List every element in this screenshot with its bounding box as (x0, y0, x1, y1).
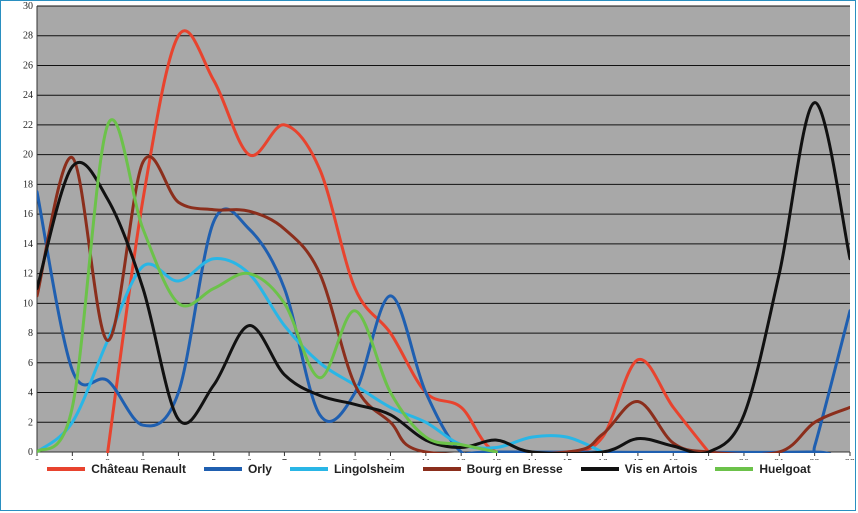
legend-label: Lingolsheim (333, 462, 405, 476)
legend-label: Bourg en Bresse (466, 462, 563, 476)
plot-area (37, 6, 850, 452)
x-tick-label: 19 (704, 458, 714, 460)
x-tick-label: 7 (282, 458, 287, 460)
y-tick-label: 8 (28, 328, 33, 339)
series-line-vis-en-artois (37, 101, 850, 453)
x-tick-label: 4 (176, 458, 181, 460)
y-tick-label: 6 (28, 358, 33, 369)
y-tick-label: 18 (23, 179, 33, 190)
legend-swatch (47, 467, 86, 471)
y-tick-label: 26 (23, 60, 33, 71)
x-tick-label: 2 (105, 458, 110, 460)
x-tick-label: 23 (845, 458, 855, 460)
y-tick-label: 20 (23, 150, 33, 161)
x-tick-label: 12 (456, 458, 466, 460)
x-tick-label: 6 (247, 458, 252, 460)
x-tick-label: 20 (739, 458, 749, 460)
legend-label: Huelgoat (759, 462, 811, 476)
x-tick-label: 17 (633, 458, 643, 460)
x-tick-label: 11 (421, 458, 431, 460)
legend-swatch (289, 467, 328, 471)
x-tick-label: 1 (70, 458, 75, 460)
x-tick-label: 18 (668, 458, 678, 460)
legend-swatch (203, 467, 242, 471)
y-tick-label: 0 (28, 447, 33, 458)
legend-swatch (715, 467, 754, 471)
x-tick-label: 10 (385, 458, 395, 460)
legend-label: Orly (247, 462, 272, 476)
legend-item-lingolsheim: Lingolsheim (289, 462, 405, 476)
legend-swatch (580, 467, 619, 471)
series-line-huelgoat (37, 118, 498, 453)
y-tick-label: 16 (23, 209, 33, 220)
x-tick-label: 8 (317, 458, 322, 460)
x-tick-label: 5 (211, 458, 216, 460)
x-tick-label: 3 (141, 458, 146, 460)
y-tick-label: 30 (23, 1, 33, 12)
legend-label: Château Renault (91, 462, 186, 476)
x-tick-label: 15 (562, 458, 572, 460)
y-tick-label: 28 (23, 31, 33, 42)
y-tick-label: 22 (23, 120, 33, 131)
legend-item-bourg-en-bresse: Bourg en Bresse (422, 462, 563, 476)
legend-item-ch-teau-renault: Château Renault (47, 462, 186, 476)
x-tick-label: 0 (35, 458, 40, 460)
y-tick-label: 12 (23, 269, 33, 280)
y-tick-label: 14 (23, 239, 33, 250)
x-tick-label: 22 (810, 458, 820, 460)
y-tick-label: 24 (23, 90, 33, 101)
y-tick-label: 2 (28, 417, 33, 428)
chart-legend: Château Renault Orly Lingolsheim Bourg en B… (0, 462, 858, 476)
y-tick-label: 4 (28, 388, 33, 399)
legend-item-vis-en-artois: Vis en Artois (580, 462, 698, 476)
legend-item-orly: Orly (203, 462, 272, 476)
legend-swatch (422, 467, 461, 471)
series-line-lingolsheim (37, 257, 605, 453)
x-tick-label: 13 (492, 458, 502, 460)
legend-label: Vis en Artois (624, 462, 698, 476)
x-tick-label: 9 (353, 458, 358, 460)
legend-item-huelgoat: Huelgoat (715, 462, 811, 476)
y-tick-label: 10 (23, 298, 33, 309)
line-chart: 0246810121416182022242628300123456789101… (23, 1, 855, 460)
x-tick-label: 21 (774, 458, 784, 460)
x-tick-label: 14 (527, 458, 537, 460)
x-tick-label: 16 (598, 458, 608, 460)
